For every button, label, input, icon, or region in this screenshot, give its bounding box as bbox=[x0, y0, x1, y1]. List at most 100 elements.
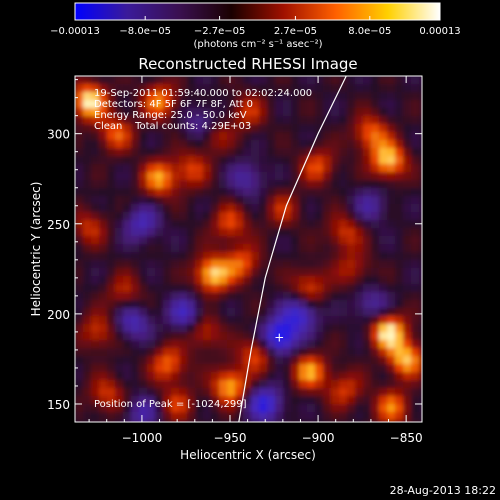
heatmap-cell bbox=[419, 132, 422, 141]
heatmap-cell bbox=[387, 172, 396, 181]
heatmap-cell bbox=[379, 108, 388, 117]
heatmap-cell bbox=[363, 284, 372, 293]
heatmap-cell bbox=[115, 356, 124, 365]
heatmap-cell bbox=[227, 396, 236, 405]
heatmap-cell bbox=[155, 84, 164, 93]
heatmap-cell bbox=[331, 316, 340, 325]
heatmap-cell bbox=[411, 212, 420, 221]
heatmap-cell bbox=[219, 356, 228, 365]
heatmap-cell bbox=[403, 116, 412, 125]
heatmap-cell bbox=[259, 228, 268, 237]
heatmap-cell bbox=[291, 164, 300, 173]
heatmap-cell bbox=[139, 140, 148, 149]
heatmap-cell bbox=[291, 364, 300, 373]
heatmap-cell bbox=[331, 76, 340, 85]
heatmap-cell bbox=[91, 188, 100, 197]
heatmap-cell bbox=[267, 124, 276, 133]
heatmap-cell bbox=[267, 204, 276, 213]
heatmap-cell bbox=[139, 76, 148, 85]
heatmap-cell bbox=[379, 308, 388, 317]
heatmap-cell bbox=[163, 188, 172, 197]
heatmap-cell bbox=[259, 420, 268, 422]
heatmap-cell bbox=[339, 332, 348, 341]
heatmap-cell bbox=[347, 228, 356, 237]
heatmap-cell bbox=[355, 100, 364, 109]
heatmap-cell bbox=[323, 324, 332, 333]
heatmap-cell bbox=[419, 292, 422, 301]
heatmap-cell bbox=[171, 260, 180, 269]
heatmap-cell bbox=[315, 276, 324, 285]
heatmap-cell bbox=[131, 340, 140, 349]
heatmap-cell bbox=[275, 172, 284, 181]
heatmap-cell bbox=[251, 364, 260, 373]
heatmap-cell bbox=[347, 300, 356, 309]
heatmap-cell bbox=[75, 388, 84, 397]
annotation-energy-range: Energy Range: 25.0 - 50.0 keV bbox=[94, 110, 247, 121]
heatmap-cell bbox=[339, 356, 348, 365]
heatmap-cell bbox=[131, 252, 140, 261]
heatmap-cell bbox=[291, 372, 300, 381]
heatmap-cell bbox=[387, 244, 396, 253]
heatmap-cell bbox=[219, 220, 228, 229]
heatmap-cell bbox=[379, 84, 388, 93]
heatmap-cell bbox=[299, 220, 308, 229]
heatmap-cell bbox=[251, 180, 260, 189]
heatmap-cell bbox=[235, 108, 244, 117]
heatmap-cell bbox=[187, 148, 196, 157]
heatmap-cell bbox=[387, 324, 396, 333]
colorbar-units: (photons cm⁻² s⁻¹ asec⁻²) bbox=[193, 39, 322, 50]
heatmap-cell bbox=[235, 116, 244, 125]
heatmap-cell bbox=[291, 124, 300, 133]
heatmap-cell bbox=[387, 404, 396, 413]
heatmap-cell bbox=[251, 100, 260, 109]
heatmap-cell bbox=[131, 260, 140, 269]
heatmap-cell bbox=[363, 84, 372, 93]
heatmap-cell bbox=[331, 300, 340, 309]
heatmap-cell bbox=[211, 268, 220, 277]
heatmap-cell bbox=[299, 236, 308, 245]
heatmap-cell bbox=[379, 140, 388, 149]
heatmap-cell bbox=[203, 348, 212, 357]
heatmap-cell bbox=[211, 364, 220, 373]
heatmap-cell bbox=[323, 140, 332, 149]
heatmap-cell bbox=[283, 388, 292, 397]
heatmap-cell bbox=[115, 340, 124, 349]
heatmap-cell bbox=[115, 268, 124, 277]
heatmap-cell bbox=[387, 180, 396, 189]
heatmap-cell bbox=[179, 228, 188, 237]
annotation-time-range: 19-Sep-2011 01:59:40.000 to 02:02:24.000 bbox=[94, 88, 312, 99]
heatmap-cell bbox=[163, 284, 172, 293]
heatmap-cell bbox=[235, 276, 244, 285]
heatmap-cell bbox=[171, 340, 180, 349]
heatmap-cell bbox=[403, 356, 412, 365]
heatmap-cell bbox=[355, 172, 364, 181]
heatmap-cell bbox=[307, 340, 316, 349]
heatmap-cell bbox=[347, 268, 356, 277]
heatmap-cell bbox=[235, 212, 244, 221]
heatmap-cell bbox=[411, 148, 420, 157]
heatmap-cell bbox=[219, 340, 228, 349]
heatmap-cell bbox=[323, 380, 332, 389]
heatmap-cell bbox=[283, 308, 292, 317]
heatmap-cell bbox=[139, 188, 148, 197]
heatmap-cell bbox=[107, 356, 116, 365]
heatmap-cell bbox=[139, 156, 148, 165]
heatmap-cell bbox=[307, 236, 316, 245]
heatmap-cell bbox=[107, 140, 116, 149]
heatmap-cell bbox=[115, 372, 124, 381]
heatmap-cell bbox=[347, 108, 356, 117]
heatmap-cell bbox=[307, 140, 316, 149]
heatmap-cell bbox=[299, 156, 308, 165]
heatmap-cell bbox=[395, 268, 404, 277]
heatmap-cell bbox=[355, 356, 364, 365]
heatmap-cell bbox=[123, 404, 132, 413]
heatmap-cell bbox=[347, 196, 356, 205]
heatmap-cell bbox=[371, 404, 380, 413]
heatmap-cell bbox=[75, 276, 84, 285]
heatmap-cell bbox=[147, 84, 156, 93]
heatmap-cell bbox=[139, 348, 148, 357]
heatmap-cell bbox=[75, 212, 84, 221]
heatmap-cell bbox=[291, 156, 300, 165]
heatmap-cell bbox=[227, 356, 236, 365]
heatmap-cell bbox=[203, 404, 212, 413]
